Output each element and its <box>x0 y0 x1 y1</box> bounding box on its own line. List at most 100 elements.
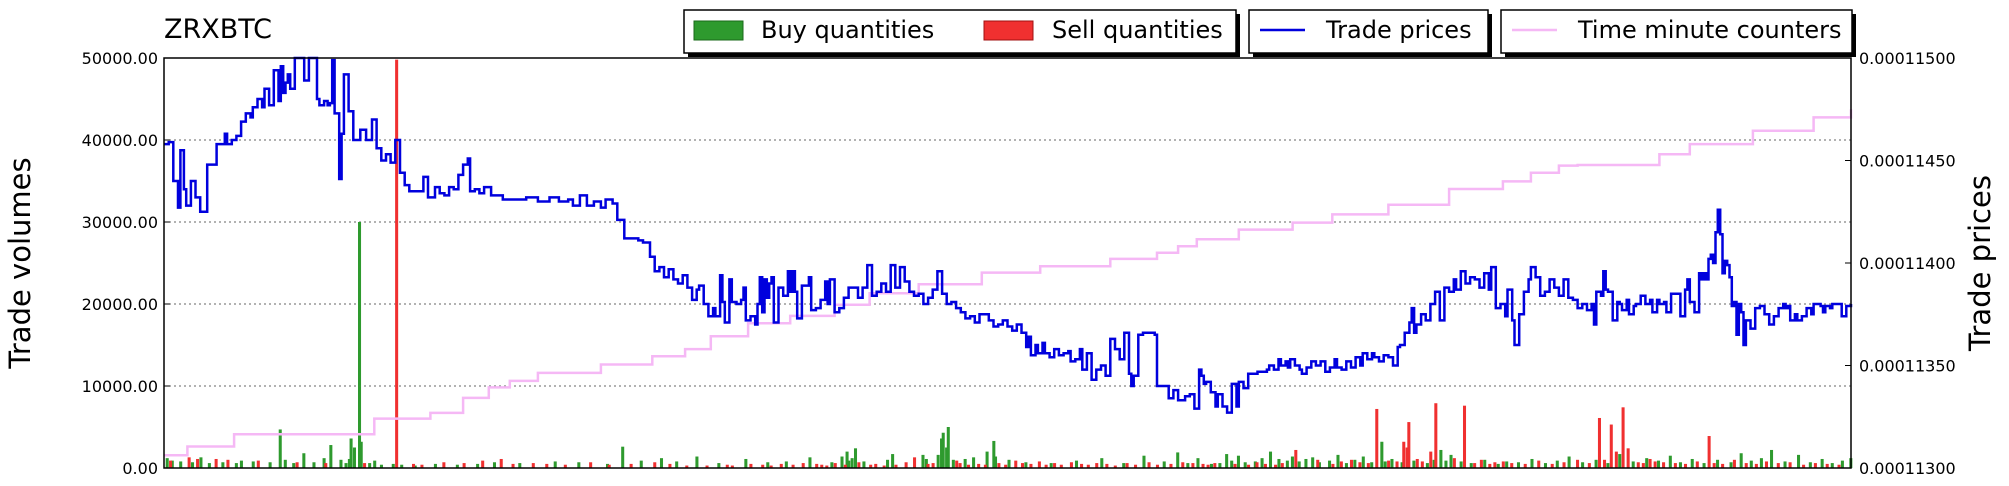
sell-bar <box>226 459 230 468</box>
right-tick-label: 0.00011450 <box>1859 152 1956 171</box>
sell-bar <box>1712 463 1716 468</box>
buy-bar <box>1739 453 1743 468</box>
legend-sell-swatch <box>983 20 1034 41</box>
buy-bar <box>1516 462 1521 468</box>
buy-bar <box>1344 463 1348 468</box>
sell-bar <box>1069 462 1073 468</box>
sell-bar <box>983 464 987 468</box>
sell-bar <box>1247 464 1251 468</box>
buy-bar <box>1749 460 1753 468</box>
buy-bar <box>199 457 203 468</box>
buy-bar <box>1830 463 1834 468</box>
sell-bar <box>882 465 886 468</box>
right-axis-ticks: 0.00011300 0.00011350 0.00011400 0.00011450… <box>1845 49 1956 478</box>
buy-bar <box>1361 456 1365 468</box>
buy-bar <box>476 463 480 468</box>
sell-bar <box>1095 463 1099 468</box>
sell-bar <box>958 463 962 468</box>
buy-bar <box>784 461 788 468</box>
sell-bar <box>1648 458 1652 468</box>
buy-bar <box>349 438 353 468</box>
left-tick-label: 0.00 <box>122 459 158 478</box>
sell-bar <box>1523 463 1527 468</box>
buy-bar <box>1543 463 1548 468</box>
buy-bar <box>1483 459 1487 468</box>
sell-bar <box>1673 463 1677 468</box>
sell-bar <box>1053 463 1057 468</box>
buy-bar <box>1459 461 1463 468</box>
sell-bar <box>1181 462 1185 468</box>
buy-bar <box>951 459 955 468</box>
buy-bar <box>994 456 998 468</box>
buy-bar <box>251 461 255 468</box>
sell-bar <box>1387 460 1391 468</box>
buy-bar <box>847 460 851 468</box>
buy-bar <box>179 461 183 468</box>
sell-bar <box>1020 463 1025 468</box>
legend-counters: Time minute counters <box>1500 9 1856 57</box>
sell-bar <box>1621 407 1625 468</box>
sell-bar <box>196 458 200 468</box>
buy-bar <box>1594 459 1598 468</box>
sell-bar <box>1825 463 1829 468</box>
buy-bar <box>1311 457 1315 468</box>
buy-bar <box>1690 458 1694 468</box>
sell-bar <box>1395 461 1399 468</box>
sell-bar <box>955 460 959 468</box>
legend-buy-swatch <box>693 20 744 41</box>
sell-bar <box>1191 463 1195 468</box>
buy-bar <box>379 464 383 468</box>
sell-bar <box>761 464 765 468</box>
buy-bar <box>1297 461 1301 468</box>
sell-bar <box>1434 403 1438 468</box>
left-tick-label: 40000.00 <box>82 131 158 150</box>
sell-bar <box>1626 448 1630 468</box>
sell-bar <box>1662 462 1666 468</box>
buy-bar <box>455 464 459 468</box>
buy-bar <box>862 461 866 468</box>
buy-bar <box>1716 459 1720 468</box>
buy-bar <box>1820 458 1824 468</box>
sell-bar <box>913 457 917 468</box>
buy-bar <box>1555 460 1559 468</box>
sell-bar <box>904 462 908 468</box>
buy-bar <box>1618 454 1622 468</box>
sell-bar <box>607 464 611 468</box>
sell-bar <box>1405 447 1409 468</box>
sell-bar <box>815 463 819 468</box>
buy-bar <box>1196 458 1200 468</box>
sell-bar <box>1105 463 1109 468</box>
sell-bar <box>1683 463 1688 468</box>
buy-bar <box>985 451 989 468</box>
buy-bar <box>1631 461 1635 468</box>
legend-volumes: Buy quantities Sell quantities <box>683 9 1240 57</box>
buy-bar <box>165 458 169 468</box>
buy-bar <box>853 448 858 468</box>
buy-bar <box>845 451 849 468</box>
sell-bar <box>1316 459 1320 468</box>
buy-bar <box>433 463 437 468</box>
buy-bar <box>1230 460 1234 468</box>
right-axis-title: Trade prices <box>1963 175 1997 352</box>
buy-bar <box>278 429 282 468</box>
buy-bar <box>1176 452 1180 468</box>
sell-bar <box>1603 459 1607 468</box>
buy-bar <box>190 462 195 468</box>
buy-bar <box>1444 460 1448 468</box>
buy-bar <box>339 459 343 468</box>
sell-bar <box>1473 463 1477 468</box>
sell-bar <box>1636 462 1640 468</box>
sell-bar <box>1147 462 1151 468</box>
sell-bar <box>769 465 773 468</box>
grid-layer <box>164 139 1851 387</box>
sell-bar <box>1452 458 1456 468</box>
buy-bar <box>1449 454 1453 468</box>
buy-bar <box>352 447 356 468</box>
sell-bar <box>1493 462 1497 468</box>
sell-bar <box>977 463 981 468</box>
sell-bar <box>442 462 446 468</box>
sell-bar <box>1113 465 1117 468</box>
buy-bar <box>972 457 976 468</box>
sell-bar <box>791 464 795 468</box>
